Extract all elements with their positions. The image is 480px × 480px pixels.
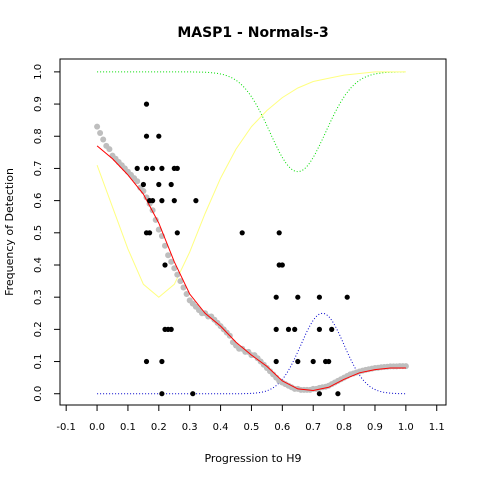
data-point <box>159 198 165 204</box>
data-point <box>273 326 279 332</box>
y-tick-label-6: 0.6 <box>33 193 44 209</box>
data-point <box>295 294 301 300</box>
data-point <box>143 358 150 365</box>
data-point <box>326 358 332 365</box>
data-point <box>344 294 350 300</box>
y-tick-label-4: 0.4 <box>33 257 44 273</box>
x-tick-label-2: 0.1 <box>120 422 136 433</box>
data-point <box>168 326 174 332</box>
x-tick-label-5: 0.4 <box>213 422 229 433</box>
smoothed-point <box>97 130 104 136</box>
data-point <box>279 262 285 268</box>
fit-line <box>96 145 406 392</box>
blue-dotted-curve <box>97 312 406 395</box>
y-tick-label-3: 0.3 <box>33 289 44 305</box>
data-point <box>316 326 322 332</box>
smoothed-point <box>165 252 172 259</box>
data-point <box>273 358 279 365</box>
data-point <box>156 133 162 139</box>
smoothed-point <box>100 136 107 143</box>
x-tick-label-3: 0.2 <box>151 422 167 433</box>
fit-line-layer <box>96 145 406 392</box>
smoothed-point <box>152 216 159 223</box>
data-point <box>276 230 282 236</box>
x-tick-label-10: 0.9 <box>367 422 383 433</box>
data-point <box>335 391 341 397</box>
data-point <box>273 294 279 300</box>
y-tick-label-8: 0.8 <box>33 128 44 144</box>
x-tick-label-11: 1.0 <box>398 422 414 433</box>
data-point <box>295 358 301 365</box>
x-tick-label-9: 0.8 <box>336 422 352 433</box>
y-tick-label-2: 0.2 <box>33 321 44 337</box>
smoothed-point <box>162 242 168 249</box>
data-point <box>239 230 245 236</box>
x-tick-label-4: 0.3 <box>182 422 198 433</box>
plot-area-border <box>59 58 447 406</box>
smoothed-point <box>177 278 184 285</box>
smoothed-point <box>134 178 141 185</box>
x-axis-label: Progression to H9 <box>204 452 301 465</box>
smoothed-points-layer <box>94 123 409 393</box>
data-point <box>156 181 162 188</box>
data-point <box>159 391 165 397</box>
x-tick-label-8: 0.7 <box>305 422 321 433</box>
smoothed-point <box>180 284 187 291</box>
data-point <box>143 165 150 171</box>
green-dotted-curve <box>97 71 406 173</box>
smoothed-point <box>183 291 190 297</box>
data-point <box>162 262 168 268</box>
yellow-dotted-curve <box>96 71 406 298</box>
y-tick-label-9: 0.9 <box>33 96 44 112</box>
data-point <box>329 326 335 332</box>
data-point <box>292 326 298 332</box>
x-tick-label-0: -0.1 <box>56 422 76 433</box>
y-axis-label: Frequency of Detection <box>3 168 16 296</box>
data-point <box>171 198 177 204</box>
data-points-layer <box>134 101 350 397</box>
y-tick-label-7: 0.7 <box>33 160 44 176</box>
data-point <box>174 230 180 236</box>
y-tick-label-10: 1.0 <box>33 64 44 80</box>
data-point <box>316 294 322 300</box>
y-tick-label-1: 0.1 <box>33 354 44 370</box>
data-point <box>310 358 316 365</box>
data-point <box>159 165 165 171</box>
curves-layer <box>96 71 406 395</box>
data-point <box>168 181 174 188</box>
data-point <box>147 230 153 236</box>
data-point <box>150 165 156 171</box>
smoothed-point <box>106 146 113 153</box>
data-point <box>285 326 292 332</box>
y-axis: 0.0 0.1 0.2 0.3 0.4 0.5 0.6 0.7 0.8 0.9 1.0 <box>33 64 60 402</box>
data-point <box>150 198 156 204</box>
data-point <box>316 391 322 397</box>
x-tick-label-7: 0.6 <box>274 422 290 433</box>
smoothed-point <box>168 258 175 265</box>
smoothed-point <box>94 123 101 130</box>
data-point <box>134 165 140 171</box>
x-tick-label-6: 0.5 <box>244 422 260 433</box>
y-tick-label-5: 0.5 <box>33 225 44 241</box>
smoothed-point <box>174 271 181 278</box>
smoothed-point <box>171 265 178 272</box>
data-point <box>159 358 165 365</box>
data-point <box>143 133 150 139</box>
chart-title: MASP1 - Normals-3 <box>177 25 328 41</box>
data-point <box>143 101 150 107</box>
data-point <box>190 391 196 397</box>
data-point <box>140 181 146 188</box>
data-point <box>174 165 180 171</box>
x-tick-label-1: 0.0 <box>89 422 105 433</box>
y-tick-label-0: 0.0 <box>33 386 44 402</box>
x-tick-label-12: 1.1 <box>429 422 445 433</box>
data-point <box>193 198 199 204</box>
x-axis: -0.1 0.0 0.1 0.2 0.3 0.4 0.5 0.6 0.7 0.8 0.9 1.0 1.1 <box>56 405 445 433</box>
